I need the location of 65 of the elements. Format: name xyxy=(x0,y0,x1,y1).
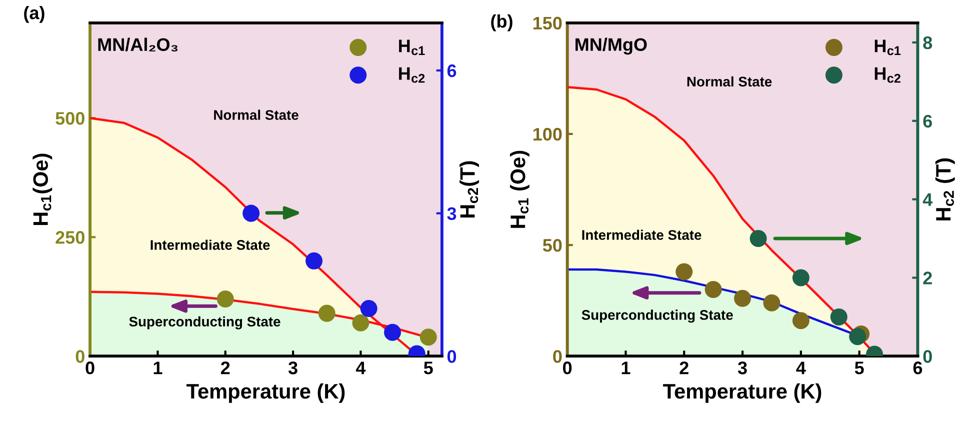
y2-tick-label: 0 xyxy=(923,350,932,363)
y2-tick-label: 2 xyxy=(923,272,932,284)
point xyxy=(384,324,402,341)
x-tick-label: 6 xyxy=(913,362,922,374)
annotation: Intermediate State xyxy=(582,230,702,240)
x-tick-label: 2 xyxy=(680,362,688,374)
y-tick-label: 0 xyxy=(553,350,562,363)
x-tick-label: 0 xyxy=(86,362,94,374)
x-tick-label: 5 xyxy=(854,362,864,374)
point xyxy=(420,328,437,346)
y-tick-label: 250 xyxy=(56,231,84,244)
point xyxy=(792,269,810,286)
y2-tick-label: 0 xyxy=(447,350,456,363)
point xyxy=(792,312,810,330)
y2-axis-title: H$_{c2}$(T) xyxy=(460,161,479,218)
annotation: Intermediate State xyxy=(150,240,270,250)
y2-tick-label: 6 xyxy=(447,64,456,78)
legend-label: H$_{c2}$ xyxy=(399,67,425,83)
point xyxy=(676,263,693,280)
x-tick-label: 1 xyxy=(154,362,162,374)
point xyxy=(849,328,866,346)
point xyxy=(306,252,323,270)
y2-axis-title: H$_{c2}$ (T) xyxy=(935,158,955,220)
legend-label: H$_{c1}$ xyxy=(399,40,425,56)
x-tick-label: 3 xyxy=(738,362,747,374)
annotation: Superconducting State xyxy=(582,310,733,323)
y2-tick-label: 6 xyxy=(923,114,932,128)
x-tick-label: 4 xyxy=(356,362,366,374)
x-tick-label: 5 xyxy=(424,362,433,374)
y-axis-title: H$_{c1}$ (Oe) xyxy=(510,150,530,228)
annotation: MN/Al₂O₃ xyxy=(98,38,178,52)
point xyxy=(734,290,752,307)
y-tick-label: 150 xyxy=(533,16,562,30)
point xyxy=(704,280,722,298)
y-tick-label: 50 xyxy=(542,238,562,252)
y2-tick-label: 8 xyxy=(923,36,932,50)
x-tick-label: 3 xyxy=(288,362,298,374)
x-tick-label: 1 xyxy=(622,362,630,374)
legend-label: H$_{c2}$ xyxy=(874,67,900,83)
text: (b) xyxy=(491,14,512,32)
y2-tick-label: 3 xyxy=(447,207,456,220)
x-tick-label: 0 xyxy=(563,362,572,374)
point xyxy=(216,290,234,308)
annotation: MN/MgO xyxy=(576,38,647,55)
point xyxy=(360,300,378,318)
point xyxy=(750,230,767,248)
point xyxy=(763,294,780,312)
x-tick-label: 2 xyxy=(220,362,230,374)
y2-tick-label: 4 xyxy=(922,193,933,206)
annotation: Normal State xyxy=(687,76,772,87)
annotation: Superconducting State xyxy=(129,316,280,330)
point xyxy=(318,304,336,322)
point xyxy=(242,204,260,222)
y-tick-label: 0 xyxy=(76,350,84,363)
annotation: Normal State xyxy=(214,110,298,120)
y-tick-label: 100 xyxy=(533,128,562,141)
text: (a) xyxy=(24,6,44,23)
point xyxy=(830,308,848,326)
legend-label: H$_{c1}$ xyxy=(874,40,901,56)
x-tick-label: 4 xyxy=(796,362,806,374)
x-axis-title: Temperature (K) xyxy=(663,383,822,403)
x-axis-title: Temperature (K) xyxy=(186,383,345,403)
y-axis-title: H$_{c1}$(Oe) xyxy=(32,154,52,225)
point xyxy=(352,314,370,332)
y-tick-label: 500 xyxy=(56,112,84,125)
